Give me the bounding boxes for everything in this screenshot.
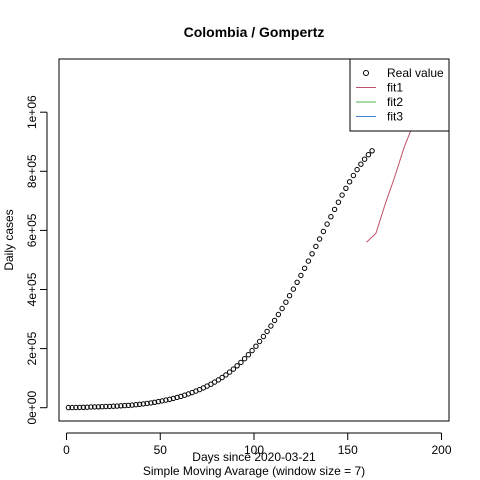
y-axis: 0e+00 2e+05 4e+05 6e+05 8e+05 1e+06 (25, 95, 48, 425)
data-point (155, 398, 162, 405)
data-point (275, 311, 282, 318)
legend-marker (363, 70, 369, 76)
data-point (354, 166, 360, 173)
data-point (106, 403, 113, 410)
data-point (99, 404, 105, 410)
data-point (350, 172, 357, 179)
x-tick-label: 100 (244, 443, 264, 457)
data-point (346, 179, 353, 185)
x-tick-label: 0 (63, 443, 70, 457)
data-point (219, 374, 225, 381)
data-point (268, 323, 274, 329)
data-point (301, 265, 308, 271)
data-point (256, 338, 263, 345)
data-point (298, 272, 304, 279)
legend-label: fit3 (387, 110, 403, 124)
x-axis-label: Days since 2020-03-21 (192, 450, 316, 464)
data-point (65, 404, 72, 411)
data-point (279, 305, 285, 312)
data-point (264, 328, 270, 335)
data-point (223, 372, 229, 378)
y-tick-label: 2e+05 (25, 331, 39, 365)
data-point (328, 214, 334, 220)
x-axis: 0 50 100 150 200 (63, 432, 452, 457)
data-point (320, 228, 327, 235)
data-point (76, 404, 83, 411)
x-axis-sublabel: Simple Moving Avarage (window size = 7) (143, 464, 365, 478)
data-point (103, 403, 109, 410)
data-point (80, 404, 87, 410)
data-point (88, 404, 94, 410)
data-point (125, 402, 132, 409)
legend-label: Real value (387, 66, 444, 80)
plot-frame (58, 58, 450, 422)
y-axis-label: Daily cases (2, 209, 16, 270)
data-point (129, 402, 135, 408)
data-point (234, 363, 240, 369)
data-point (365, 152, 372, 158)
data-point (95, 404, 102, 410)
data-point (226, 369, 233, 375)
x-tick-label: 50 (154, 443, 168, 457)
data-point (140, 401, 147, 407)
legend-label: fit2 (387, 95, 403, 109)
data-point (260, 333, 267, 340)
data-point (286, 293, 293, 299)
data-point (215, 377, 222, 383)
data-point (151, 399, 158, 405)
data-point (144, 400, 150, 407)
data-point (241, 356, 248, 362)
data-point (290, 286, 297, 292)
data-point (283, 299, 289, 305)
data-point (136, 401, 143, 407)
data-point (313, 243, 319, 250)
data-point (91, 404, 98, 410)
data-point (110, 403, 117, 409)
data-point (211, 379, 218, 385)
data-point (339, 192, 345, 198)
data-point (309, 251, 315, 257)
data-point (230, 366, 237, 372)
data-point (69, 404, 75, 411)
data-point (114, 403, 120, 409)
y-tick-label: 1e+06 (25, 95, 39, 129)
data-point (118, 403, 124, 409)
data-point (294, 279, 300, 285)
data-point (305, 258, 312, 264)
data-point (361, 156, 368, 162)
data-point (253, 343, 259, 349)
y-tick-label: 4e+05 (25, 272, 39, 306)
data-point (84, 404, 90, 410)
data-point (245, 352, 252, 358)
plot-area (65, 64, 442, 411)
data-point (358, 161, 364, 167)
data-point (331, 206, 338, 213)
y-tick-label: 8e+05 (25, 154, 39, 188)
data-point (133, 402, 139, 408)
data-point (324, 221, 330, 227)
data-point (343, 185, 349, 192)
data-point (249, 347, 255, 354)
data-point (148, 400, 154, 406)
data-point (73, 404, 79, 411)
data-point (271, 317, 278, 324)
data-point (335, 199, 342, 205)
data-point (238, 359, 244, 366)
data-point (316, 236, 323, 242)
legend-label: fit1 (387, 81, 403, 95)
chart-title: Colombia / Gompertz (184, 24, 325, 40)
x-tick-label: 200 (431, 443, 451, 457)
data-point (369, 148, 375, 154)
x-tick-label: 150 (338, 443, 358, 457)
y-tick-label: 0e+00 (25, 391, 39, 425)
y-tick-label: 6e+05 (25, 213, 39, 247)
data-point (121, 402, 128, 409)
data-point (163, 397, 169, 403)
